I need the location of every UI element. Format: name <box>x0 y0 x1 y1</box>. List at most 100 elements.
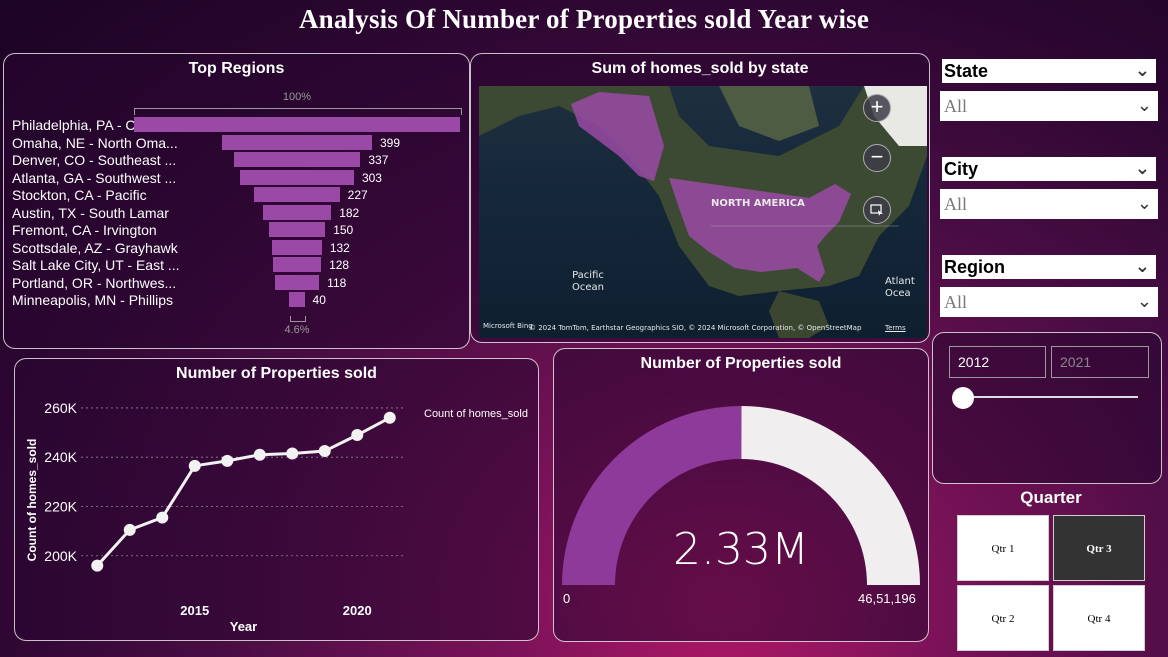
dashboard-title: Analysis Of Number of Properties sold Ye… <box>298 4 870 34</box>
y-tick-label: 240K <box>44 449 77 465</box>
city-slicer-label: City <box>944 159 979 179</box>
y-tick-label: 200K <box>44 548 77 564</box>
funnel-row-label: Fremont, CA - Irvington <box>12 222 157 238</box>
funnel-bar-value: 182 <box>339 205 360 220</box>
funnel-row-label: Scottsdale, AZ - Grayhawk <box>12 239 178 256</box>
funnel-bar[interactable] <box>221 134 372 150</box>
year-slider-handle[interactable] <box>952 387 974 409</box>
data-point <box>91 559 104 572</box>
funnel-row-label: Minneapolis, MN - Phillips <box>12 292 174 308</box>
data-point <box>156 511 169 524</box>
continent-label: NORTH AMERICA <box>711 198 805 209</box>
map-graphic <box>479 86 927 338</box>
year-slider-track[interactable] <box>962 396 1138 398</box>
legend-label: Count of homes_sold <box>424 408 528 420</box>
y-axis-label: Count of homes_sold <box>25 439 39 562</box>
funnel-row-label: Stockton, CA - Pacific <box>12 187 147 203</box>
zoom-out-button[interactable]: − <box>863 144 891 172</box>
city-slicer-header[interactable]: City ⌄ <box>942 157 1156 181</box>
qtr-3-button[interactable]: Qtr 3 <box>1053 515 1145 581</box>
funnel-bar-value: 132 <box>329 240 350 255</box>
line-chart-panel: Number of Properties sold <box>14 358 539 641</box>
funnel-bar[interactable] <box>254 187 340 202</box>
map-view[interactable]: NORTH AMERICA Pacific Ocean Atlant Ocea … <box>479 86 927 338</box>
region-dropdown[interactable]: All ⌄ <box>940 287 1158 317</box>
state-dropdown-value: All <box>944 96 968 116</box>
state-dropdown[interactable]: All ⌄ <box>940 91 1158 121</box>
funnel-bottom-bracket <box>290 316 306 322</box>
chevron-down-icon: ⌄ <box>1136 95 1152 116</box>
funnel-bottom-percent: 4.6% <box>284 324 310 336</box>
map-select-icon[interactable] <box>863 196 891 224</box>
funnel-top-percent: 100% <box>282 91 312 103</box>
data-point <box>286 447 299 460</box>
funnel-row-label: Salt Lake City, UT - East ... <box>12 257 180 273</box>
funnel-bar[interactable] <box>262 204 332 220</box>
data-point <box>351 429 364 442</box>
funnel-bar[interactable] <box>268 222 326 237</box>
funnel-row-label: Atlanta, GA - Southwest ... <box>12 169 177 186</box>
alaska-region <box>571 92 664 181</box>
map-terms-link[interactable]: Terms <box>885 324 906 332</box>
funnel-bar[interactable] <box>233 152 361 167</box>
funnel-bar-value: 40 <box>312 293 326 307</box>
zoom-in-button[interactable]: + <box>863 94 891 122</box>
y-tick-label: 220K <box>44 498 77 514</box>
data-point <box>188 459 201 472</box>
data-point <box>253 448 266 461</box>
funnel-bar[interactable] <box>272 257 322 272</box>
funnel-row-label: Omaha, NE - North Oma... <box>12 134 178 151</box>
funnel-row-label: Austin, TX - South Lamar <box>12 204 169 221</box>
top-regions-title: Top Regions <box>188 60 285 77</box>
line-chart: 200K 220K 240K 260K 2015 2020 Year Count of hom… <box>25 400 528 634</box>
x-axis-label: Year <box>230 619 257 634</box>
funnel-bar-value: 118 <box>327 275 347 290</box>
funnel-bar[interactable] <box>272 239 322 255</box>
data-point <box>383 411 396 424</box>
qtr-1-button[interactable]: Qtr 1 <box>957 515 1049 581</box>
funnel-bar-value: 150 <box>333 223 354 237</box>
x-tick-label: 2015 <box>180 603 209 618</box>
map-title: Sum of homes_sold by state <box>591 60 809 77</box>
region-dropdown-value: All <box>944 292 968 312</box>
gauge-chart <box>562 406 920 585</box>
qtr-4-button[interactable]: Qtr 4 <box>1053 585 1145 651</box>
x-tick-label: 2020 <box>343 603 372 618</box>
gauge-min-label: 0 <box>563 591 571 606</box>
quarter-title: Quarter <box>1020 488 1082 507</box>
region-slicer-label: Region <box>944 257 1005 277</box>
gauge-fill-arc <box>562 406 742 585</box>
chevron-down-icon: ⌄ <box>1136 291 1152 312</box>
gauge-value: 2.33M <box>673 524 809 575</box>
funnel-bar-value: 399 <box>380 135 401 150</box>
state-slicer-label: State <box>944 61 989 81</box>
series-line <box>96 416 391 567</box>
city-dropdown[interactable]: All ⌄ <box>940 189 1158 219</box>
gauge-max-label: 46,51,196 <box>858 591 916 606</box>
usa-region <box>669 178 851 282</box>
funnel-bar[interactable] <box>240 169 354 185</box>
year-start-input[interactable]: 2012 <box>949 346 1046 378</box>
funnel-row-label: Portland, OR - Northwes... <box>12 274 177 291</box>
chevron-down-icon: ⌄ <box>1134 158 1150 179</box>
funnel-row-label: Denver, CO - Southeast ... <box>12 152 177 168</box>
gauge-title: Number of Properties sold <box>640 355 842 372</box>
funnel-bar[interactable] <box>289 292 305 307</box>
funnel-bar[interactable] <box>274 274 320 290</box>
year-slider-panel <box>932 332 1162 484</box>
top-regions-panel: Top Regions 100% Philadelphia, PA - Cent… <box>3 53 470 349</box>
state-slicer-header[interactable]: State ⌄ <box>942 59 1156 83</box>
funnel-top-bracket <box>134 108 462 115</box>
gauge-track-arc <box>741 406 920 585</box>
funnel-bar[interactable] <box>134 117 460 132</box>
year-end-input[interactable]: 2021 <box>1051 346 1149 378</box>
qtr-2-button[interactable]: Qtr 2 <box>957 585 1049 651</box>
region-slicer-header[interactable]: Region ⌄ <box>942 255 1156 279</box>
funnel-bar-value: 337 <box>368 153 389 167</box>
pacific-ocean-label: Pacific Ocean <box>572 270 604 293</box>
funnel-bar-value: 227 <box>347 188 368 202</box>
map-panel: Sum of homes_sold by state NORTH AMERICA… <box>470 53 930 343</box>
map-attribution: © 2024 TomTom, Earthstar Geographics SIO… <box>529 324 862 332</box>
bing-brand: Microsoft Bing <box>483 322 533 330</box>
chevron-down-icon: ⌄ <box>1136 193 1152 214</box>
